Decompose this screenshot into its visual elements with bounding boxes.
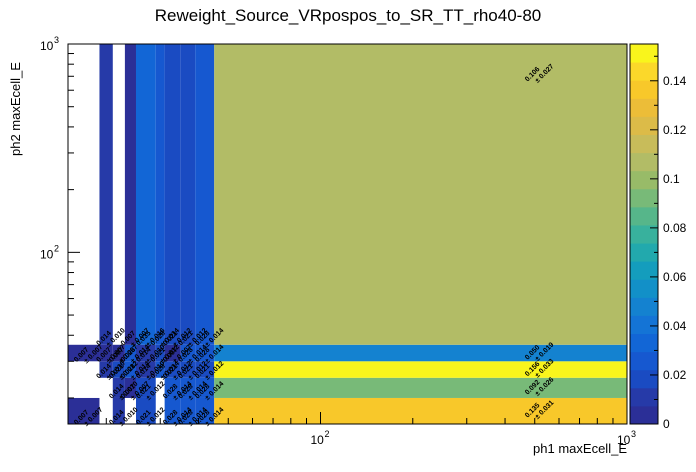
colorbar-tick-label: 0 [663,417,670,431]
heatmap-bin [124,361,136,378]
colorbar-segment [630,134,658,154]
heatmap-bin [164,397,181,424]
heatmap-bin [68,397,100,424]
colorbar-segment [630,206,658,226]
colorbar-segment [630,116,658,135]
colorbar-segment [630,315,658,335]
y-tick-label: 10 [40,39,54,53]
colorbar-segment [630,44,658,63]
x-axis-label: ph1 maxEcell_E [533,441,627,456]
heatmap-bin [135,397,156,424]
plot-frame [67,43,628,425]
heatmap-bin [112,377,125,398]
colorbar-segment [630,62,658,81]
colorbar-tick-label: 0.12 [663,123,687,137]
colorbar-tick-label: 0.1 [663,172,680,186]
heatmap-bin [99,44,113,345]
heatmap-bin [112,397,125,424]
heatmap-bin [180,44,196,345]
heatmap-bin [214,397,627,424]
colorbar-segment [630,279,658,298]
colorbar-segment [630,405,658,425]
colorbar-segment [630,152,658,172]
colorbar-segment [630,369,658,389]
colorbar-segment [630,333,658,353]
heatmap-bin [214,377,627,398]
colorbar-segment [630,80,658,99]
colorbar-frame [629,43,659,425]
heatmap-bin [135,344,156,362]
heatmap-bin [214,361,627,378]
heatmap-bin [135,44,156,345]
axes: 10 2 10 310 210 3 [40,35,636,447]
heatmap-bin [164,361,181,378]
colorbar-segment [630,261,658,280]
y-tick-exponent: 2 [54,243,59,253]
heatmap-bin [135,361,156,378]
heatmap-bin [112,361,125,378]
x-tick-label: 10 [617,433,631,447]
colorbar-tick-label: 0.08 [663,221,687,235]
heatmap-bin [155,44,165,345]
heatmap-bin [214,44,627,345]
heatmap-bin [180,377,196,398]
heatmap-bins [68,44,627,424]
chart-title: Reweight_Source_VRpospos_to_SR_TT_rho40-… [154,6,542,25]
colorbar-segment [630,387,658,407]
heatmap-bin [124,377,136,398]
colorbar-segment [630,170,658,190]
heatmap-bin [180,361,196,378]
heatmap-bin [124,344,136,362]
colorbar: 0 0.02 0.04 0.06 0.08 0.1 0.12 0.14 [629,43,687,431]
heatmap-bin [164,377,181,398]
colorbar-segment [630,188,658,208]
heatmap-bin [195,44,215,345]
y-tick-exponent: 3 [54,35,59,45]
heatmap-bin [124,44,136,345]
heatmap-bin [164,344,181,362]
y-axis-label: ph2 maxEcell_E [8,62,23,156]
colorbar-tick-label: 0.02 [663,368,687,382]
colorbar-tick-label: 0.04 [663,319,687,333]
heatmap-bin [68,344,100,362]
x-tick-label: 10 [311,433,325,447]
heatmap-bin [214,344,627,362]
colorbar-tick-label: 0.06 [663,270,687,284]
heatmap-bin [99,344,113,362]
colorbar-tick-label: 0.14 [663,74,687,88]
heatmap-bin [195,377,215,398]
heatmap-bin [195,344,215,362]
colorbar-segment [630,98,658,117]
heatmap-bin [195,361,215,378]
colorbar-segment [630,224,658,244]
heatmap-bin [195,397,215,424]
colorbar-segment [630,351,658,371]
heatmap-bin [155,344,165,362]
colorbar-segment [630,243,658,262]
heatmap-bin [180,397,196,424]
y-tick-label: 10 [40,247,54,261]
heatmap-bin [155,361,165,378]
heatmap-bin [164,44,181,345]
x-tick-exponent: 3 [631,429,636,439]
heatmap-bin [112,344,125,362]
x-tick-exponent: 2 [325,429,330,439]
colorbar-segment [630,297,658,316]
heatmap-bin [135,377,156,398]
heatmap-bin [180,344,196,362]
heatmap-bin [99,361,113,378]
